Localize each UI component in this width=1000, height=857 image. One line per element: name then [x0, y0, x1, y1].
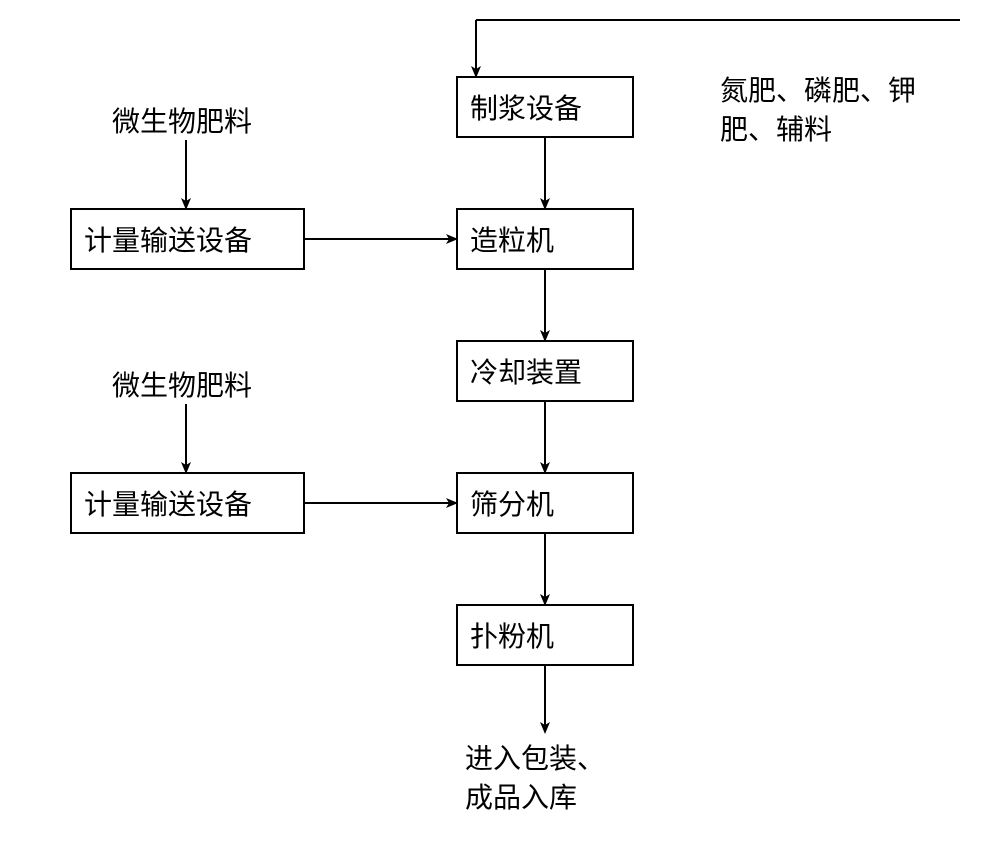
label-output-line2: 成品入库: [465, 779, 605, 818]
box-meter-2-label: 计量输送设备: [84, 483, 252, 523]
box-powder: 扑粉机: [456, 604, 634, 666]
box-powder-label: 扑粉机: [470, 615, 554, 655]
box-meter-2: 计量输送设备: [70, 472, 305, 534]
label-microbial-2-text: 微生物肥料: [112, 371, 252, 402]
box-screener-label: 筛分机: [470, 483, 554, 523]
box-cooling: 冷却装置: [456, 340, 634, 402]
label-microbial-2: 微生物肥料: [112, 364, 252, 404]
box-slurry: 制浆设备: [456, 76, 634, 138]
label-microbial-1-text: 微生物肥料: [112, 107, 252, 138]
label-output: 进入包装、 成品入库: [465, 740, 605, 818]
box-meter-1: 计量输送设备: [70, 208, 305, 270]
box-granulator: 造粒机: [456, 208, 634, 270]
label-microbial-1: 微生物肥料: [112, 100, 252, 140]
box-granulator-label: 造粒机: [470, 219, 554, 259]
label-output-line1: 进入包装、: [465, 740, 605, 779]
label-inputs-line1: 氮肥、磷肥、钾: [720, 72, 916, 111]
box-meter-1-label: 计量输送设备: [84, 219, 252, 259]
label-inputs-line2: 肥、辅料: [720, 111, 916, 150]
box-slurry-label: 制浆设备: [470, 87, 582, 127]
box-cooling-label: 冷却装置: [470, 351, 582, 391]
box-screener: 筛分机: [456, 472, 634, 534]
label-inputs: 氮肥、磷肥、钾 肥、辅料: [720, 72, 916, 150]
